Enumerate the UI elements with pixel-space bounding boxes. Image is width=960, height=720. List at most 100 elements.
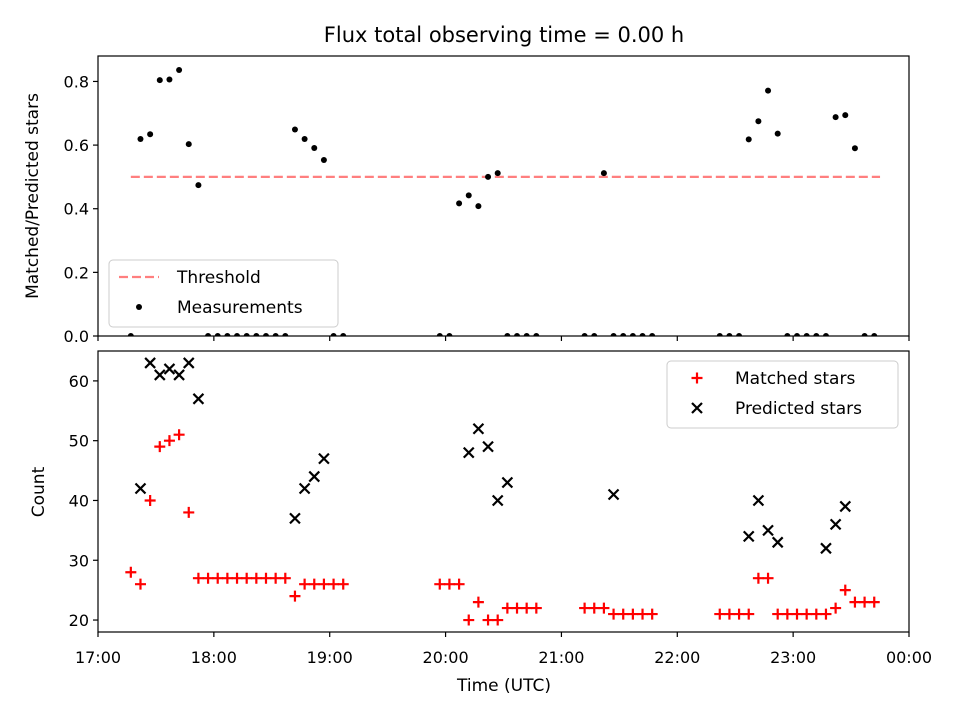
measurement-point	[147, 131, 154, 138]
matched-stars-point	[482, 614, 494, 626]
measurement-point	[137, 136, 144, 143]
measurement-point	[494, 170, 501, 177]
predicted-stars-point	[163, 363, 176, 375]
matched-stars-point	[530, 602, 542, 614]
legend-predicted-stars-swatch	[691, 402, 703, 414]
top-chart-y-tick-label: 0.4	[64, 200, 89, 219]
measurement-point	[214, 333, 221, 336]
bottom-chart-x-tick-label: 18:00	[191, 648, 237, 667]
matched-stars-point	[637, 608, 649, 620]
measurement-point	[340, 333, 347, 336]
matched-stars-point	[501, 602, 513, 614]
legend-measurement-swatch	[136, 304, 142, 310]
top-chart-legend-label: Measurements	[177, 298, 303, 318]
predicted-stars-point	[742, 530, 755, 543]
measurement-point	[726, 333, 733, 336]
measurement-point	[822, 333, 829, 336]
measurement-point	[851, 145, 858, 152]
matched-stars-point	[791, 608, 803, 620]
measurement-point	[262, 333, 269, 336]
measurement-point	[475, 203, 482, 210]
matched-stars-point	[859, 596, 871, 608]
predicted-stars-point	[482, 440, 494, 453]
bottom-chart-y-tick-label: 60	[69, 372, 89, 391]
measurement-point	[591, 333, 598, 336]
measurement-point	[243, 333, 250, 336]
matched-stars-point	[241, 572, 253, 584]
matched-stars-point	[810, 608, 822, 620]
matched-stars-point	[289, 590, 301, 602]
matched-stars-point	[733, 608, 745, 620]
predicted-stars-point	[829, 518, 842, 531]
measurement-point	[861, 333, 868, 336]
bottom-chart-y-tick-label: 20	[69, 611, 89, 630]
measurement-point	[755, 118, 762, 125]
measurement-point	[745, 136, 752, 143]
predicted-stars-point	[491, 494, 504, 507]
bottom-chart-legend-label: Predicted stars	[735, 399, 862, 419]
measurement-point	[784, 333, 791, 336]
matched-stars-point	[588, 602, 600, 614]
matched-stars-point	[163, 435, 175, 447]
matched-stars-point	[762, 572, 774, 584]
matched-stars-point	[260, 572, 272, 584]
matched-stars-point	[868, 596, 880, 608]
matched-stars-point	[801, 608, 813, 620]
matched-stars-point	[443, 578, 455, 590]
matched-stars-point	[144, 494, 156, 506]
matched-stars-point	[337, 578, 349, 590]
measurement-point	[765, 87, 772, 94]
matched-stars-point	[492, 614, 504, 626]
measurement-point	[871, 333, 878, 336]
top-chart-title: Flux total observing time = 0.00 h	[324, 23, 684, 47]
measurement-point	[234, 333, 241, 336]
measurement-point	[639, 333, 646, 336]
matched-stars-point	[608, 608, 620, 620]
matched-stars-point	[318, 578, 330, 590]
matched-stars-point	[830, 602, 842, 614]
predicted-stars-point	[820, 542, 832, 555]
top-chart-y-tick-label: 0.2	[64, 263, 89, 282]
predicted-stars-point	[762, 524, 774, 537]
matched-stars-point	[453, 578, 465, 590]
matched-stars-point	[714, 608, 726, 620]
measurement-point	[504, 333, 511, 336]
predicted-stars-point	[154, 369, 166, 381]
bottom-chart-axes-frame	[97, 350, 910, 633]
matched-stars-point	[434, 578, 446, 590]
measurement-point	[610, 333, 617, 336]
predicted-stars-point	[752, 494, 765, 507]
matched-stars-point	[134, 578, 146, 590]
measurement-point	[514, 333, 521, 336]
bottom-chart-x-tick-label: 20:00	[423, 648, 469, 667]
matched-stars-point	[279, 572, 291, 584]
measurement-point	[176, 67, 183, 73]
matched-stars-point	[231, 572, 243, 584]
bottom-chart-x-axis-label: Time (UTC)	[456, 676, 551, 696]
measurement-point	[156, 77, 163, 84]
measurement-point	[649, 333, 656, 336]
top-chart-y-tick-label: 0.0	[64, 327, 89, 346]
measurement-point	[832, 114, 839, 121]
matched-stars-point	[511, 602, 523, 614]
matched-stars-point	[579, 602, 591, 614]
measurement-point	[311, 144, 318, 151]
bottom-chart-legend-label: Matched stars	[735, 369, 855, 389]
legend-matched-stars-swatch	[691, 372, 703, 384]
measurement-point	[600, 170, 607, 177]
predicted-stars-point	[144, 357, 156, 369]
measurement-point	[253, 333, 260, 336]
measurement-point	[736, 333, 743, 336]
top-chart-legend-box	[108, 259, 339, 328]
measurement-point	[224, 333, 231, 336]
measurement-point	[716, 333, 723, 336]
matched-stars-point	[646, 608, 658, 620]
measurement-point	[301, 136, 308, 143]
top-chart-y-tick-label: 0.8	[64, 72, 89, 91]
matched-stars-point	[221, 572, 233, 584]
measurement-point	[320, 157, 327, 164]
matched-stars-point	[723, 608, 735, 620]
matched-stars-point	[212, 572, 224, 584]
measurement-point	[465, 192, 472, 199]
